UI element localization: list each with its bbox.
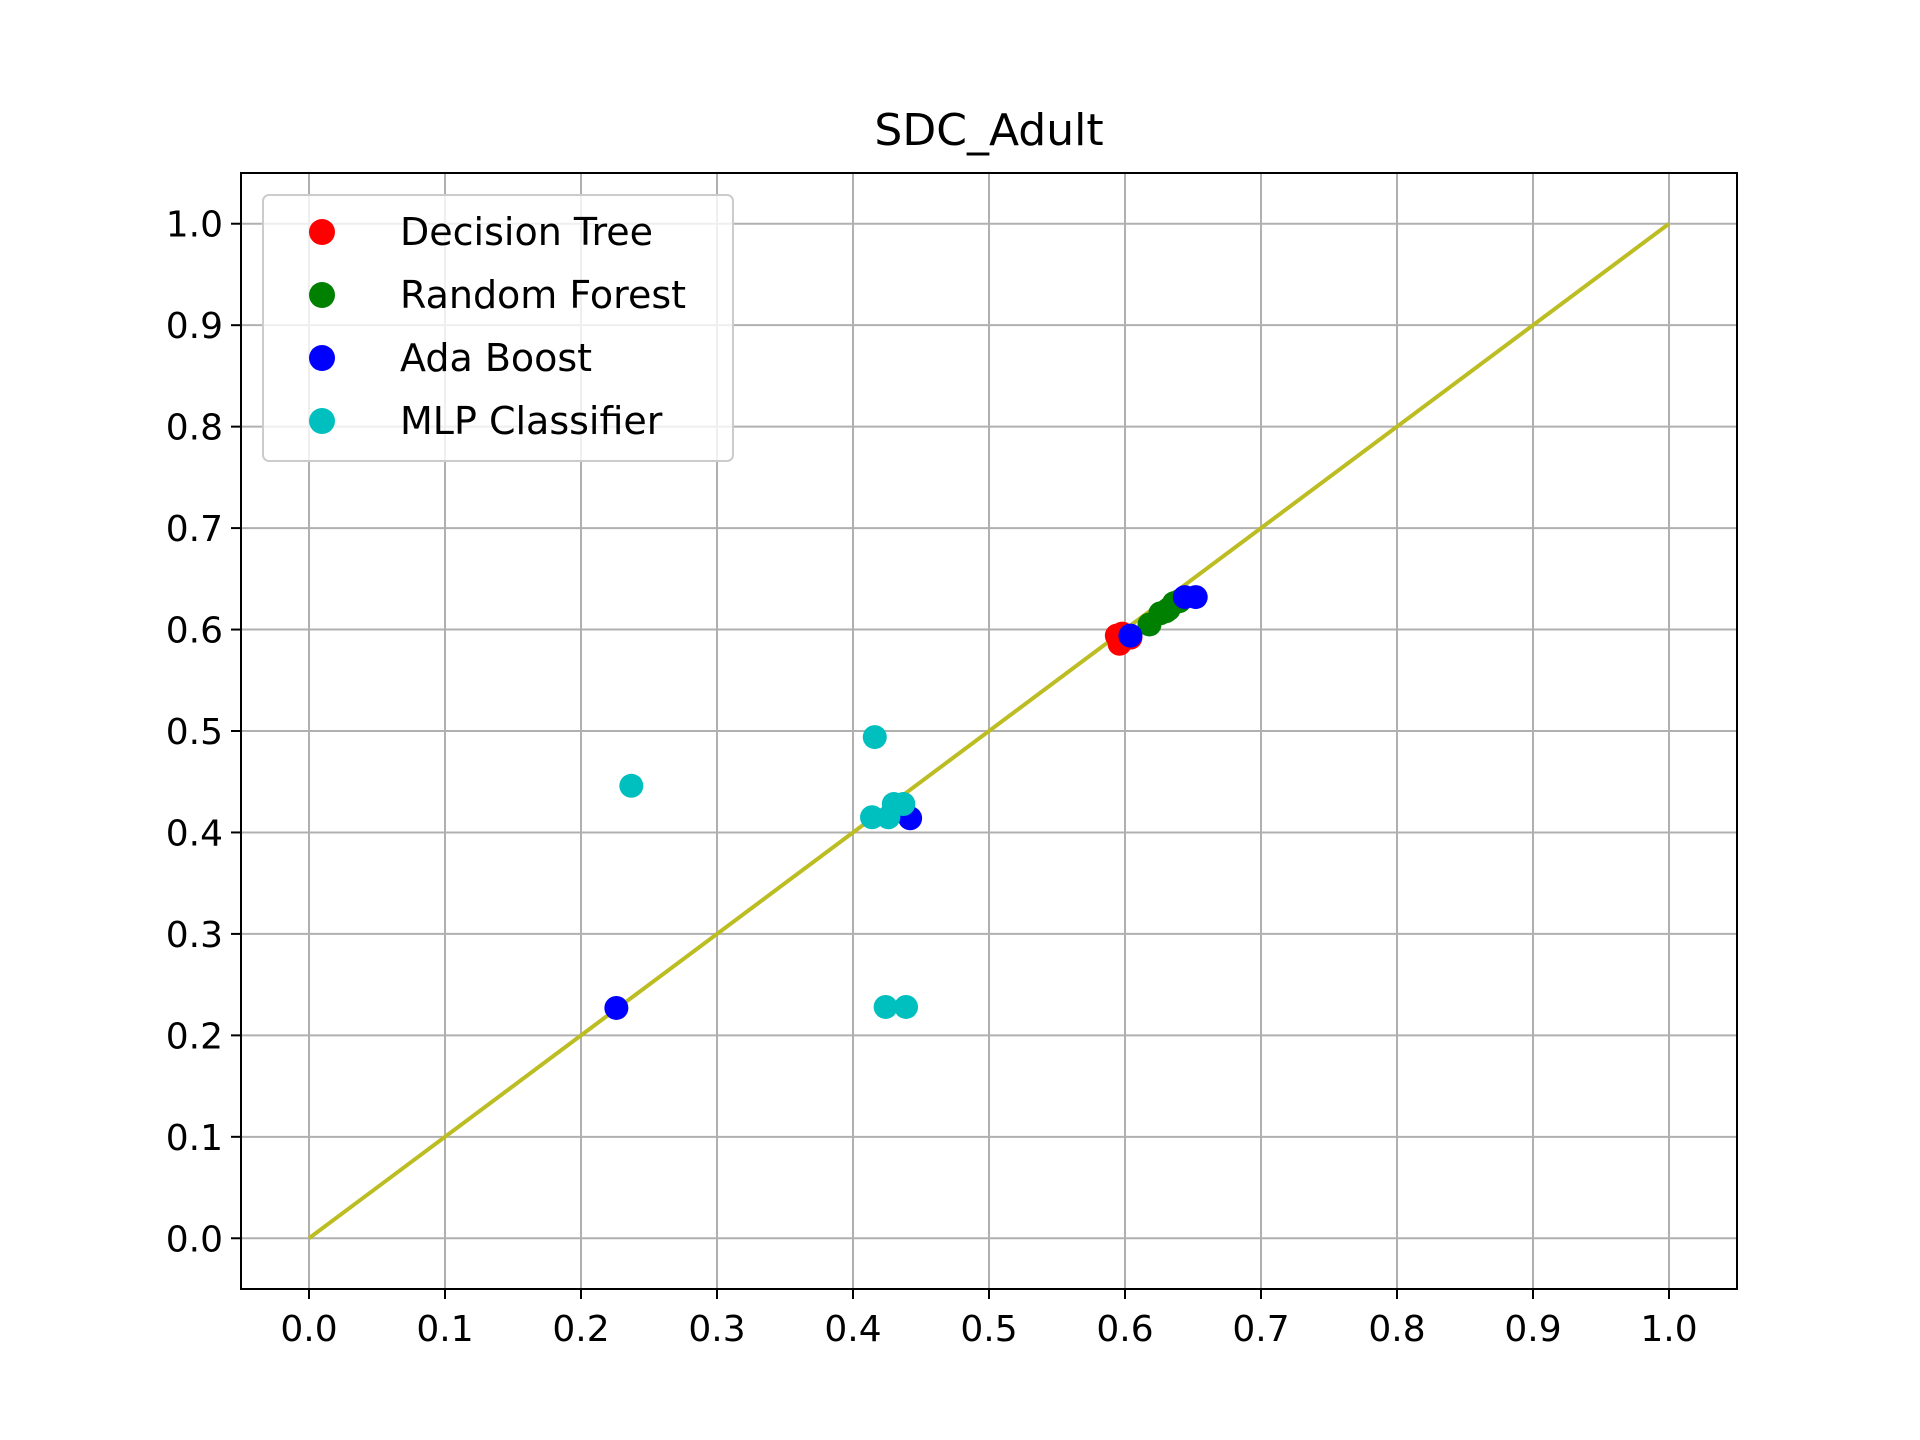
data-point-random-forest — [1153, 599, 1178, 624]
grid-lines — [241, 173, 1737, 1289]
y-tick-label: 0.5 — [166, 712, 223, 753]
legend-marker-ada-boost — [309, 345, 335, 371]
legend-marker-mlp-classifier — [309, 408, 335, 434]
data-point-mlp-classifier — [619, 773, 644, 798]
y-tick-label: 0.4 — [166, 813, 223, 854]
y-tick-label: 1.0 — [166, 205, 223, 246]
y-axis: 0.0 0.1 0.2 0.3 0.4 0.5 0.6 0.7 0.8 0.9 1.0 — [166, 205, 241, 1260]
data-point-ada-boost — [1183, 585, 1208, 610]
x-tick-label: 0.7 — [1232, 1309, 1289, 1350]
y-tick-label: 0.3 — [166, 915, 223, 956]
x-axis: 0.0 0.1 0.2 0.3 0.4 0.5 0.6 0.7 0.8 0.9 1.0 — [280, 1289, 1698, 1350]
legend-label-ada-boost: Ada Boost — [400, 336, 592, 380]
x-tick-label: 1.0 — [1640, 1309, 1697, 1350]
x-tick-label: 0.3 — [688, 1309, 745, 1350]
x-tick-label: 0.6 — [1096, 1309, 1153, 1350]
legend-box — [262, 194, 734, 462]
x-tick-label: 0.0 — [280, 1309, 337, 1350]
y-tick-label: 0.9 — [166, 306, 223, 347]
x-tick-label: 0.4 — [824, 1309, 881, 1350]
data-point-mlp-classifier — [862, 725, 887, 750]
legend-label-random-forest: Random Forest — [400, 273, 686, 317]
y-tick-label: 0.2 — [166, 1016, 223, 1057]
legend: Decision Tree Random Forest Ada Boost MLP C… — [262, 194, 734, 462]
x-tick-label: 0.8 — [1368, 1309, 1425, 1350]
legend-marker-random-forest — [309, 282, 335, 308]
y-tick-label: 0.8 — [166, 408, 223, 449]
x-tick-label: 0.5 — [960, 1309, 1017, 1350]
data-point-mlp-classifier — [891, 792, 916, 817]
reference-line — [307, 222, 1671, 1240]
y-tick-label: 0.1 — [166, 1118, 223, 1159]
data-points — [604, 585, 1208, 1020]
data-point-mlp-classifier — [894, 994, 919, 1019]
y-tick-label: 0.6 — [166, 611, 223, 652]
legend-label-decision-tree: Decision Tree — [400, 210, 653, 254]
y-tick-label: 0.0 — [166, 1219, 223, 1260]
legend-label-mlp-classifier: MLP Classifier — [400, 399, 663, 443]
legend-marker-decision-tree — [309, 219, 335, 245]
reference-diagonal-line — [307, 222, 1671, 1240]
data-point-ada-boost — [1118, 623, 1143, 648]
chart-title: SDC_Adult — [874, 105, 1103, 156]
data-point-ada-boost — [604, 995, 629, 1020]
x-tick-label: 0.2 — [552, 1309, 609, 1350]
data-point-mlp-classifier — [873, 994, 898, 1019]
y-tick-label: 0.7 — [166, 509, 223, 550]
x-tick-label: 0.9 — [1504, 1309, 1561, 1350]
x-tick-label: 0.1 — [416, 1309, 473, 1350]
